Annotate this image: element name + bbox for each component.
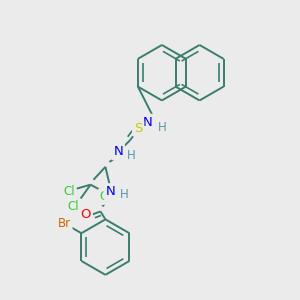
Text: O: O xyxy=(80,208,91,221)
Text: S: S xyxy=(134,122,142,135)
Text: N: N xyxy=(113,146,123,158)
Text: Cl: Cl xyxy=(100,190,111,203)
Text: Cl: Cl xyxy=(63,185,75,198)
Text: H: H xyxy=(158,121,166,134)
Text: N: N xyxy=(106,185,115,198)
Text: H: H xyxy=(120,188,129,201)
Text: N: N xyxy=(143,116,153,129)
Text: H: H xyxy=(127,149,136,162)
Text: Br: Br xyxy=(58,217,71,230)
Text: Cl: Cl xyxy=(67,200,79,213)
